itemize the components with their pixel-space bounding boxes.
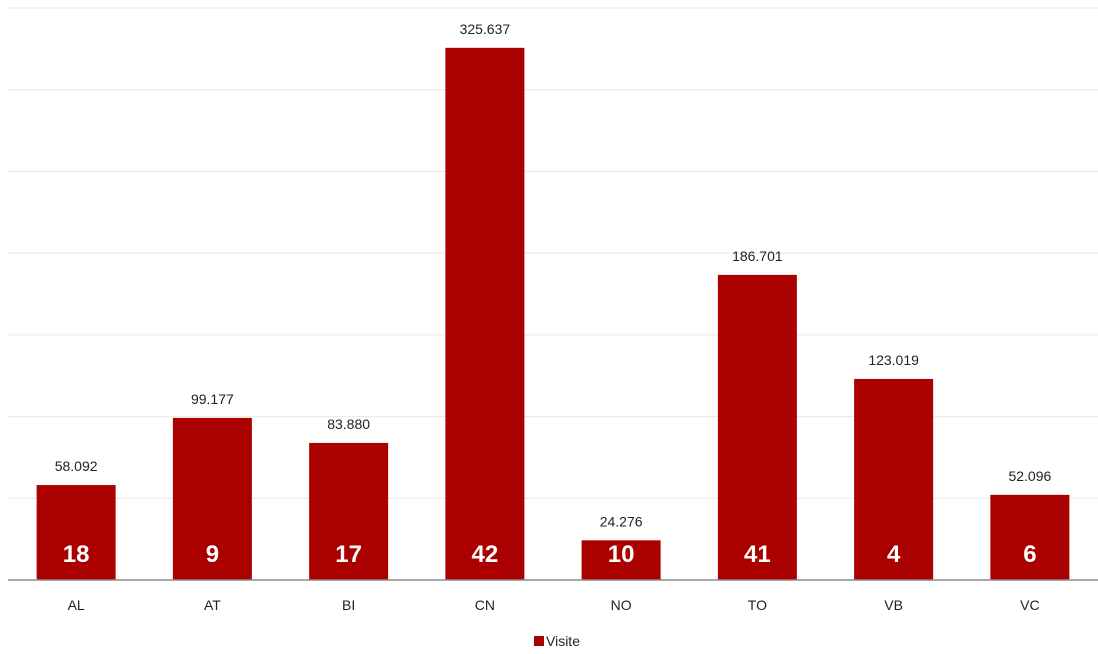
bar-vc [990, 494, 1070, 580]
count-label-al: 18 [63, 541, 90, 568]
x-tick-no: NO [611, 597, 632, 613]
x-tick-to: TO [748, 597, 767, 613]
legend-swatch-visite [534, 636, 544, 646]
count-labels: 18 9 17 42 10 41 4 6 [63, 541, 1037, 568]
count-label-bi: 17 [335, 541, 362, 568]
value-label-to: 186.701 [732, 248, 783, 264]
bars [36, 47, 1070, 580]
count-label-no: 10 [608, 541, 635, 568]
bar-al [36, 485, 116, 580]
bar-no [581, 540, 661, 580]
x-tick-vc: VC [1020, 597, 1039, 613]
bar-vb [854, 378, 934, 580]
bar-bi [309, 442, 389, 580]
value-label-no: 24.276 [600, 513, 643, 529]
count-label-to: 41 [744, 541, 771, 568]
value-label-vc: 52.096 [1008, 468, 1051, 484]
count-label-vc: 6 [1023, 541, 1036, 568]
bar-cn [445, 47, 525, 580]
count-label-at: 9 [206, 541, 219, 568]
count-label-vb: 4 [887, 541, 901, 568]
x-tick-vb: VB [884, 597, 903, 613]
grid-lines [8, 7, 1098, 499]
value-label-at: 99.177 [191, 391, 234, 407]
value-label-cn: 325.637 [460, 21, 511, 37]
x-tick-bi: BI [342, 597, 355, 613]
legend: Visite [534, 633, 580, 649]
bar-at [172, 417, 252, 580]
count-label-cn: 42 [472, 541, 499, 568]
x-tick-at: AT [204, 597, 221, 613]
x-tick-al: AL [68, 597, 85, 613]
value-label-bi: 83.880 [327, 416, 370, 432]
x-tick-cn: CN [475, 597, 495, 613]
x-tick-labels: AL AT BI CN NO TO VB VC [68, 597, 1040, 613]
value-labels: 58.092 99.177 83.880 325.637 24.276 186.701 12… [55, 21, 1052, 530]
value-label-al: 58.092 [55, 458, 98, 474]
value-label-vb: 123.019 [868, 352, 919, 368]
bar-to [717, 274, 797, 580]
legend-label-visite: Visite [546, 633, 580, 649]
